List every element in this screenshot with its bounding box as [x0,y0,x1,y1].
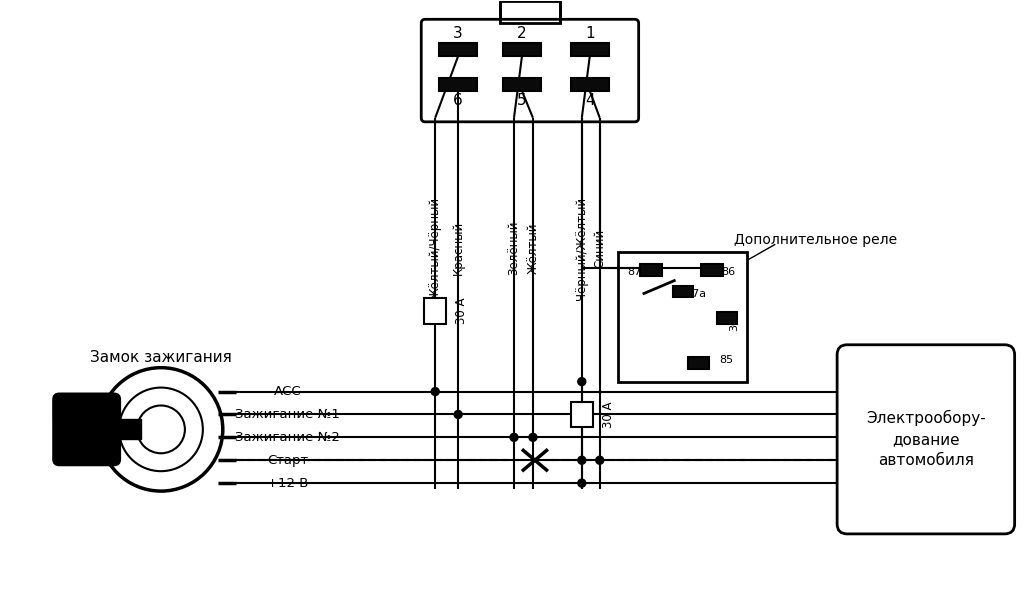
Text: 30 А: 30 А [602,401,614,428]
Bar [53,399,66,418]
Text: 85: 85 [720,355,733,365]
Text: Жёлтый/Чёрный: Жёлтый/Чёрный [429,197,441,300]
Bar [439,78,477,91]
Bar [673,286,692,297]
FancyBboxPatch shape [53,393,120,465]
Text: 3: 3 [454,26,463,40]
FancyBboxPatch shape [837,345,1015,534]
Text: 30: 30 [729,317,739,331]
Text: 1: 1 [585,26,595,40]
Bar [439,43,477,56]
Bar [570,402,593,427]
Text: 5: 5 [517,93,526,108]
Bar [617,252,748,381]
Circle shape [529,433,537,441]
Circle shape [578,479,586,487]
Bar [640,264,662,276]
Text: Старт: Старт [267,454,308,466]
Text: 4: 4 [585,93,595,108]
Text: Электрообору-
дование
автомобиля: Электрообору- дование автомобиля [866,411,986,468]
Bar [718,312,737,324]
Text: Зажигание №2: Зажигание №2 [236,431,340,444]
Text: 87а: 87а [685,289,707,299]
Text: Жёлтый: Жёлтый [526,223,540,274]
Text: Красный: Красный [452,221,465,275]
Bar [570,78,608,91]
Text: 86: 86 [721,267,735,277]
Circle shape [596,456,604,464]
Circle shape [578,378,586,386]
Text: +12 В: +12 В [267,477,308,490]
Text: 87: 87 [628,267,642,277]
Circle shape [137,406,185,453]
Circle shape [431,387,439,396]
Text: Замок зажигания: Замок зажигания [90,350,231,365]
Text: 6: 6 [454,93,463,108]
Circle shape [455,411,462,418]
Bar [687,357,710,369]
Bar [503,78,541,91]
Bar [503,43,541,56]
Bar [110,419,141,439]
Circle shape [510,433,518,441]
Circle shape [578,456,586,464]
Text: АСС: АСС [273,385,301,398]
Text: Зажигание №1: Зажигание №1 [236,408,340,421]
Text: Зелёный: Зелёный [508,221,520,275]
Bar [701,264,723,276]
Text: Дополнительное реле: Дополнительное реле [733,233,897,248]
Bar [570,43,608,56]
Text: Чёрный/Жёлтый: Чёрный/Жёлтый [575,197,589,300]
Text: 30 А: 30 А [455,298,468,324]
Text: Синий: Синий [593,228,606,268]
Bar [424,298,446,324]
FancyBboxPatch shape [421,19,639,122]
Text: 2: 2 [517,26,526,40]
Bar [500,1,560,23]
